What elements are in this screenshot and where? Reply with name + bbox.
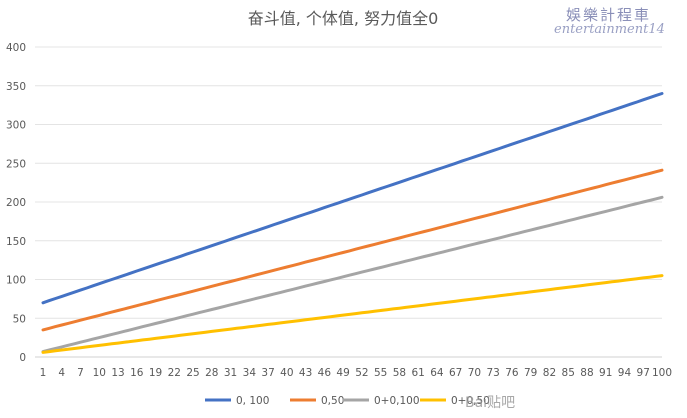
legend: 0, 100 0,50 0+0,100 0+0,50 [205,395,490,407]
x-tick-label: 34 [243,367,257,379]
series-line-1 [41,92,664,305]
x-tick-label: 67 [449,367,462,379]
x-tick-label: 37 [261,367,274,379]
x-tick-label: 16 [130,367,144,379]
legend-label-2: 0,50 [321,395,344,407]
x-tick-label: 1 [40,367,47,379]
x-tick-label: 70 [468,367,481,379]
x-tick-label: 58 [393,367,406,379]
x-tick-label: 91 [599,367,612,379]
x-tick-label: 52 [355,367,368,379]
watermark-subtitle: entertainment14 [554,22,665,37]
series-lines [41,92,664,354]
x-tick-label: 22 [168,367,181,379]
x-tick-label: 88 [580,367,593,379]
y-axis: 0 50 100 150 200 250 300 350 400 [6,42,26,364]
x-tick-label: 85 [562,367,575,379]
legend-label-4: 0+0,50 [451,395,490,407]
baidu-watermark: Bai贴吧 [465,395,516,411]
series-line-4 [41,274,664,354]
y-tick-label: 400 [6,42,26,54]
series-line-2 [41,168,664,332]
x-axis: 1 4 7 10 13 16 19 22 25 28 31 34 37 40 43 46 49 52 55 58 61 6… [40,367,672,379]
x-tick-label: 31 [224,367,237,379]
x-tick-label: 94 [618,367,632,379]
legend-label-1: 0, 100 [236,395,269,407]
x-tick-label: 64 [430,367,444,379]
gridlines [35,46,662,358]
x-tick-label: 13 [111,367,124,379]
watermark-title: 娛樂計程車 [566,6,652,24]
y-tick-label: 300 [6,120,26,132]
legend-label-3: 0+0,100 [374,395,420,407]
x-tick-label: 19 [149,367,162,379]
series-line-3 [41,195,664,354]
chart-title: 奋斗值, 个体值, 努力值全0 [248,9,439,28]
x-tick-label: 7 [77,367,84,379]
x-tick-label: 28 [205,367,218,379]
x-tick-label: 55 [374,367,387,379]
x-tick-label: 4 [58,367,65,379]
x-tick-label: 97 [637,367,650,379]
x-tick-label: 82 [543,367,556,379]
y-tick-label: 150 [6,236,26,248]
y-tick-label: 200 [6,197,26,209]
x-tick-label: 10 [93,367,106,379]
x-tick-label: 61 [411,367,424,379]
x-tick-label: 25 [186,367,199,379]
x-tick-label: 73 [486,367,499,379]
x-tick-label: 40 [280,367,293,379]
y-tick-label: 350 [6,81,26,93]
x-tick-label: 46 [318,367,332,379]
y-tick-label: 100 [6,275,26,287]
y-tick-label: 250 [6,158,26,170]
x-tick-label: 49 [336,367,349,379]
y-tick-label: 50 [13,313,26,325]
x-tick-label: 79 [524,367,537,379]
x-tick-label: 76 [505,367,519,379]
x-tick-label: 100 [652,367,672,379]
x-tick-label: 43 [299,367,312,379]
y-tick-label: 0 [19,352,26,364]
